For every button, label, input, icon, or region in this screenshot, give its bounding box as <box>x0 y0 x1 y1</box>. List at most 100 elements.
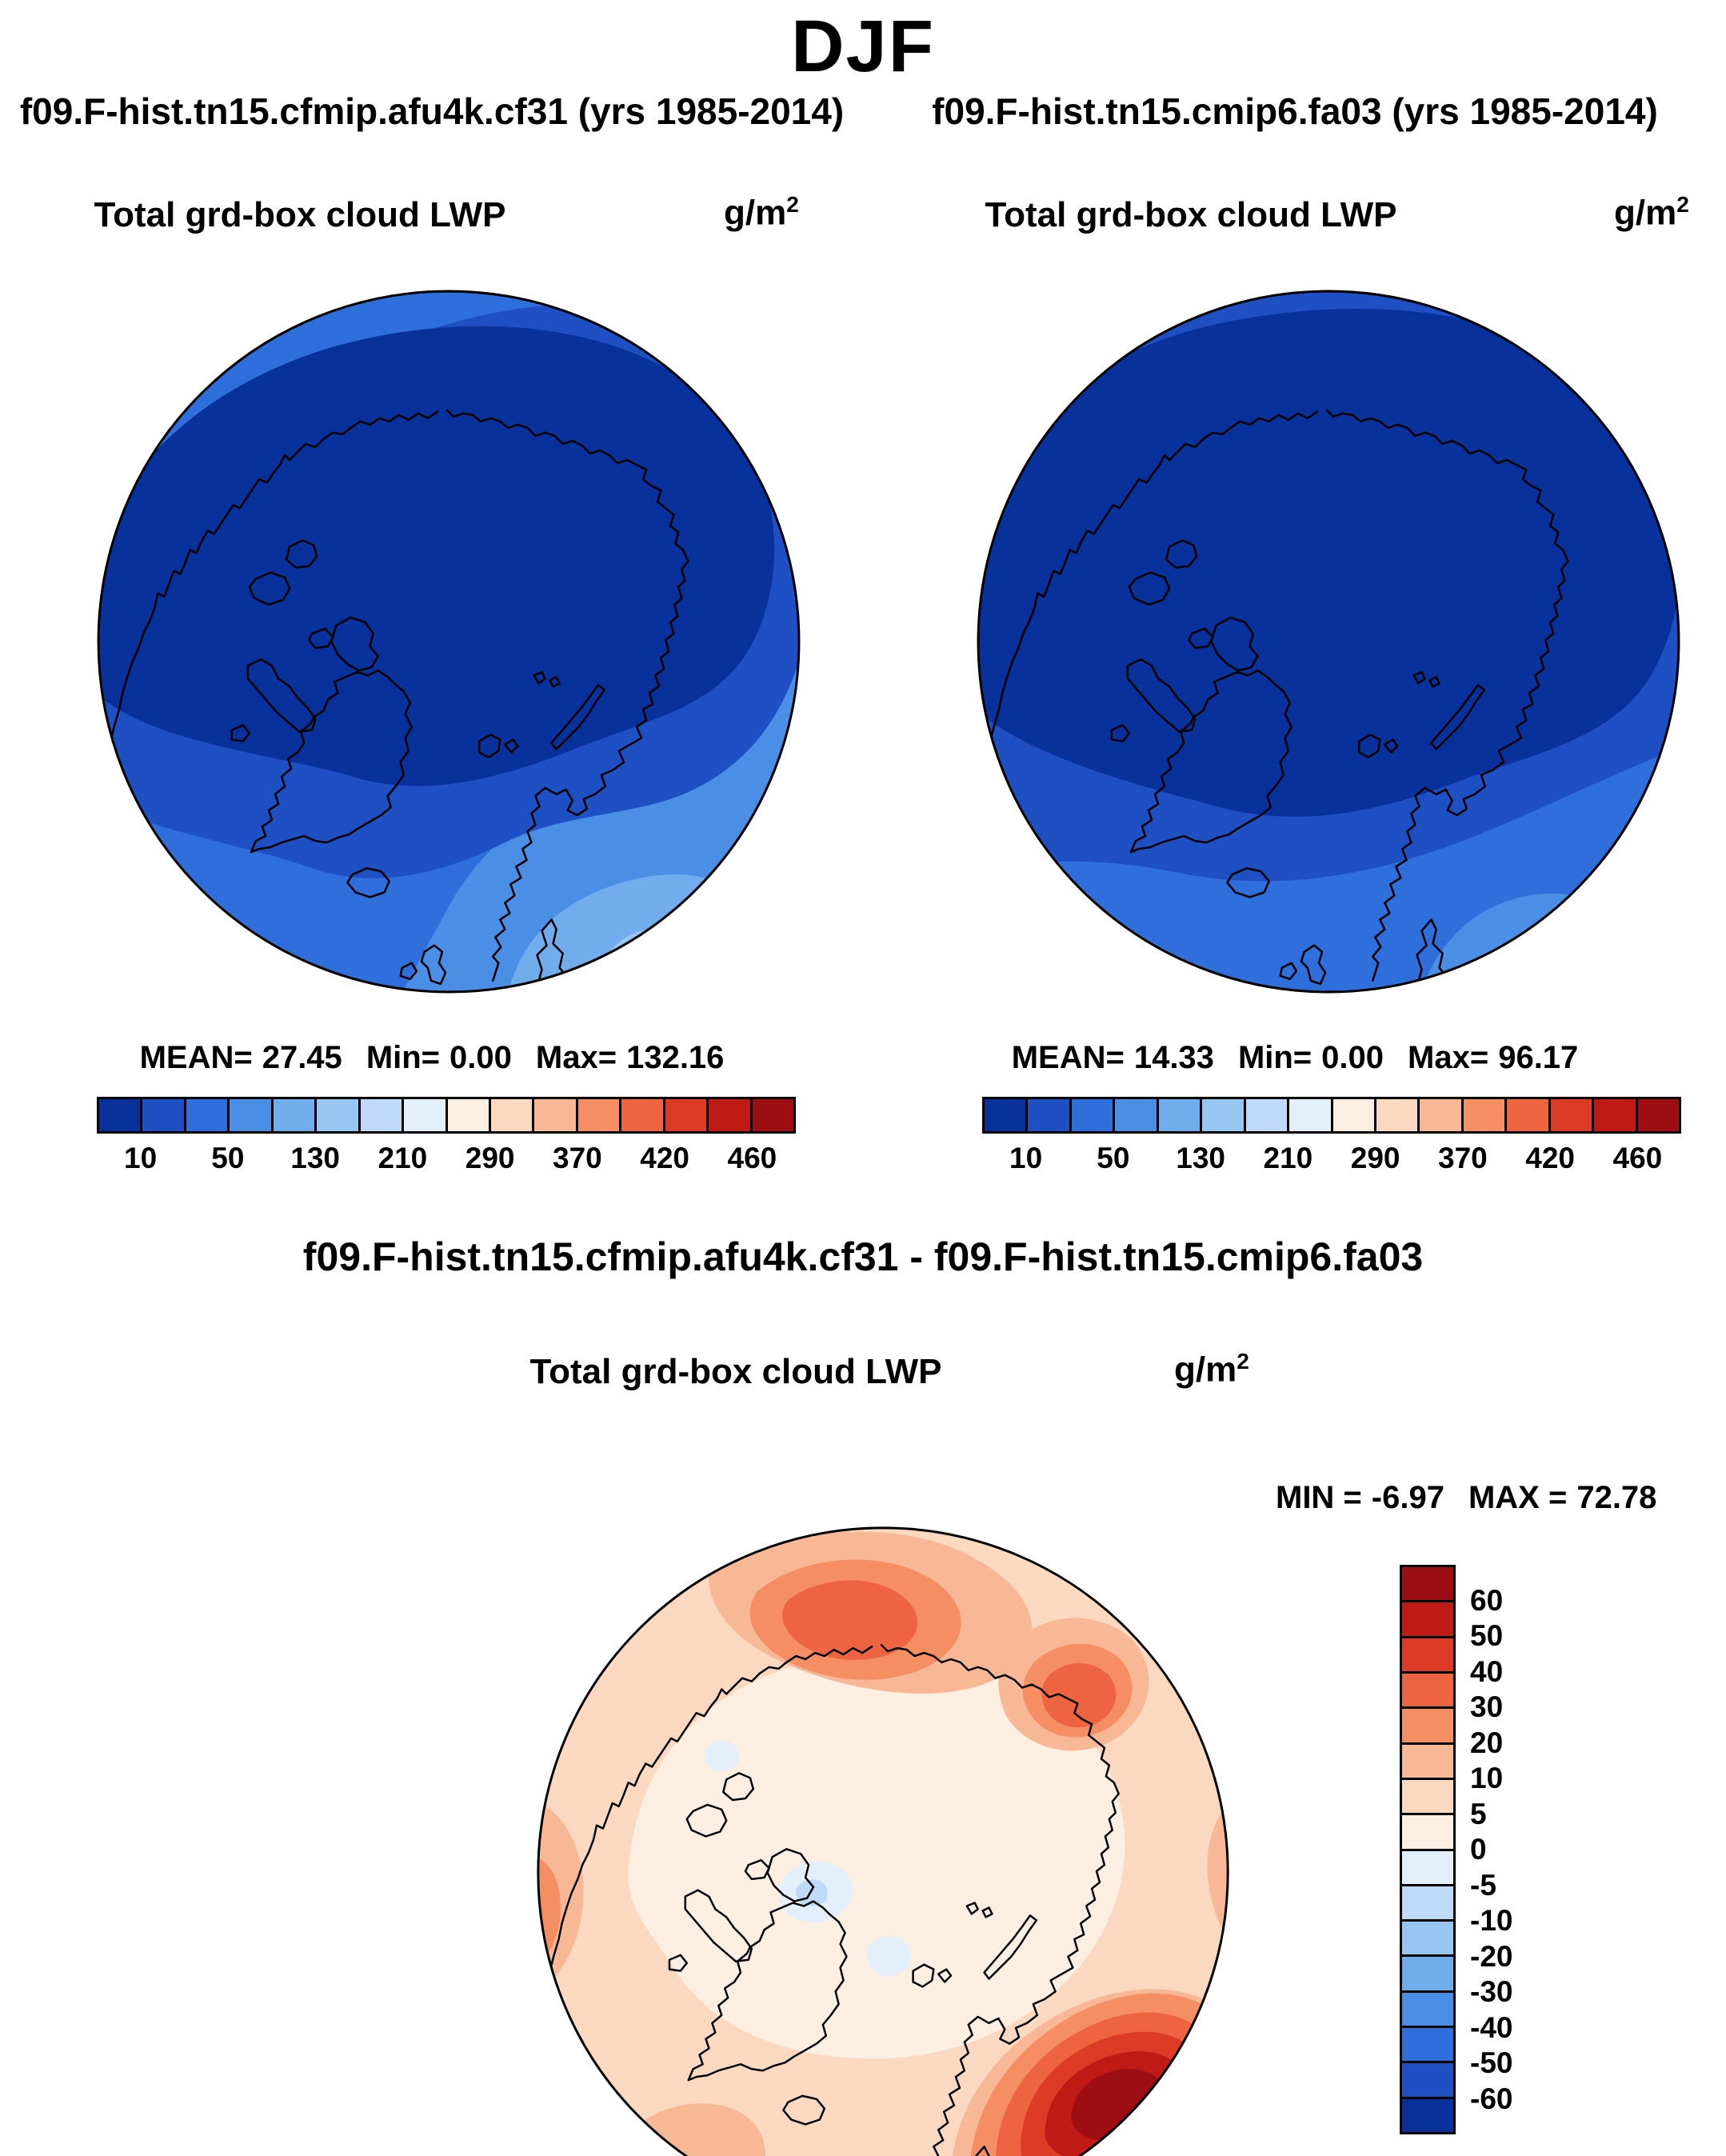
colorbar-tick-label: 50 <box>211 1142 245 1174</box>
colorbar-tick-label: -40 <box>1470 2010 1513 2044</box>
colorbar-tick-label: 130 <box>1176 1142 1225 1174</box>
max-label: Max= <box>1408 1040 1489 1075</box>
colorbar-tick-label: 10 <box>1009 1142 1043 1174</box>
colorbar-segment <box>1637 1099 1679 1131</box>
field-title-left: Total grd-box cloud LWP <box>94 195 506 234</box>
colorbar-tick-label: 60 <box>1470 1583 1504 1617</box>
min-value: 0.00 <box>1321 1040 1384 1075</box>
colorbar-segment <box>1202 1099 1246 1131</box>
max-value: 72.78 <box>1576 1480 1657 1515</box>
colorbar-tick-labels: 10 50 130 210 290 370 420 460 <box>97 1142 796 1178</box>
colorbar-segment <box>577 1099 622 1131</box>
colorbar-segment <box>186 1099 230 1131</box>
diff-title: f09.F-hist.tn15.cfmip.afu4k.cf31 - f09.F… <box>302 1234 1424 1279</box>
units-base: g/m <box>724 193 787 233</box>
colorbar-segment <box>665 1099 709 1131</box>
colorbar-segment <box>1507 1099 1551 1131</box>
colorbar-segment <box>1289 1099 1333 1131</box>
colorbar-segment <box>621 1099 665 1131</box>
colorbar-segment <box>230 1099 274 1131</box>
map-outline <box>977 290 1680 994</box>
colorbar-segment <box>1402 2028 1453 2064</box>
map-left <box>97 290 801 994</box>
colorbar-segments <box>97 1097 796 1134</box>
colorbar-segment <box>1402 1709 1453 1745</box>
colorbar-segment <box>490 1099 535 1131</box>
colorbar-tick-label: -60 <box>1470 2082 1513 2115</box>
units-base: g/m <box>1614 193 1677 233</box>
colorbar-segment <box>534 1099 578 1131</box>
colorbar-segment <box>1402 1744 1453 1780</box>
colorbar-segment <box>404 1099 448 1131</box>
colorbar-segment <box>99 1099 143 1131</box>
colorbar-tick-label: 5 <box>1470 1797 1487 1830</box>
colorbar-segment <box>273 1099 318 1131</box>
colorbar-segment <box>1402 1886 1453 1922</box>
stats-diff: MIN = -6.97 MAX = 72.78 <box>1276 1480 1656 1516</box>
colorbar-segment <box>1332 1099 1376 1131</box>
mean-label: MEAN= <box>139 1040 253 1075</box>
min-value: -6.97 <box>1371 1480 1444 1515</box>
page-title: DJF <box>791 6 935 87</box>
colorbar-segment <box>1158 1099 1203 1131</box>
colorbar-tick-label: 40 <box>1470 1654 1504 1688</box>
colorbar-segment <box>447 1099 491 1131</box>
colorbar-tick-label: 460 <box>727 1142 777 1174</box>
min-label: MIN = <box>1276 1480 1362 1515</box>
colorbar-segment <box>1376 1099 1420 1131</box>
map-diff <box>537 1526 1229 2156</box>
colorbar-tick-labels: 10 50 130 210 290 370 420 460 <box>982 1142 1681 1178</box>
units-label-left: g/m2 <box>724 192 799 234</box>
colorbar-segment <box>360 1099 405 1131</box>
max-value: 96.17 <box>1498 1040 1579 1075</box>
colorbar-tick-label: 0 <box>1470 1833 1487 1866</box>
colorbar-segment <box>752 1099 793 1131</box>
colorbar-segments <box>982 1097 1681 1134</box>
units-exponent: 2 <box>786 192 799 217</box>
colorbar-segment <box>1420 1099 1464 1131</box>
colorbar-segment <box>1402 1673 1453 1710</box>
colorbar-tick-label: 10 <box>1470 1762 1504 1794</box>
map-outline <box>97 290 801 994</box>
colorbar-segment <box>142 1099 186 1131</box>
colorbar-tick-label: 10 <box>124 1142 158 1174</box>
colorbar-segment <box>1402 1957 1453 1993</box>
colorbar-tick-label: -20 <box>1470 1939 1513 1973</box>
colorbar-tick-label: 290 <box>1350 1142 1400 1174</box>
stats-right: MEAN= 14.33 Min= 0.00 Max= 96.17 <box>864 1040 1726 1076</box>
map-right <box>977 290 1680 994</box>
stats-left: MEAN= 27.45 Min= 0.00 Max= 132.16 <box>0 1040 864 1076</box>
colorbar-tick-label: 370 <box>553 1142 602 1174</box>
colorbar-segment <box>1402 1567 1453 1603</box>
colorbar-tick-label: 210 <box>378 1142 428 1174</box>
colorbar-tick-label: 30 <box>1470 1690 1504 1723</box>
colorbar-tick-label: 420 <box>640 1142 689 1174</box>
colorbar-tick-label: 290 <box>465 1142 515 1174</box>
colorbar-segment <box>1115 1099 1159 1131</box>
min-label: Min= <box>366 1040 441 1075</box>
colorbar-right: 10 50 130 210 290 370 420 460 <box>982 1097 1681 1178</box>
colorbar-segment <box>1402 1779 1453 1816</box>
colorbar-tick-label: 50 <box>1097 1142 1130 1174</box>
colorbar-segment <box>1402 1638 1453 1674</box>
colorbar-segments <box>1400 1565 1456 2134</box>
colorbar-segment <box>1071 1099 1116 1131</box>
colorbar-segment <box>317 1099 361 1131</box>
map-outline <box>537 1526 1229 2156</box>
colorbar-segment <box>1463 1099 1508 1131</box>
colorbar-segment <box>1028 1099 1072 1131</box>
run-title-right: f09.F-hist.tn15.cmip6.fa03 (yrs 1985-201… <box>932 90 1658 132</box>
colorbar-tick-labels: 60 50 40 30 20 10 5 0 -5 -10 -20 -30 -40 -50 -60 <box>1470 1565 1598 2134</box>
colorbar-tick-label: 370 <box>1438 1142 1488 1174</box>
colorbar-tick-label: 20 <box>1470 1726 1504 1759</box>
colorbar-diff: 60 50 40 30 20 10 5 0 -5 -10 -20 -30 -40 -50 -60 <box>1400 1565 1512 2134</box>
colorbar-segment <box>1402 2063 1453 2099</box>
colorbar-tick-label: 50 <box>1470 1619 1504 1652</box>
max-label: Max= <box>535 1040 617 1075</box>
field-title-diff: Total grd-box cloud LWP <box>529 1352 942 1391</box>
colorbar-segment <box>985 1099 1029 1131</box>
colorbar-tick-label: -10 <box>1470 1904 1513 1937</box>
colorbar-tick-label: -50 <box>1470 2046 1513 2079</box>
colorbar-segment <box>1402 1922 1453 1958</box>
mean-label: MEAN= <box>1011 1040 1125 1075</box>
